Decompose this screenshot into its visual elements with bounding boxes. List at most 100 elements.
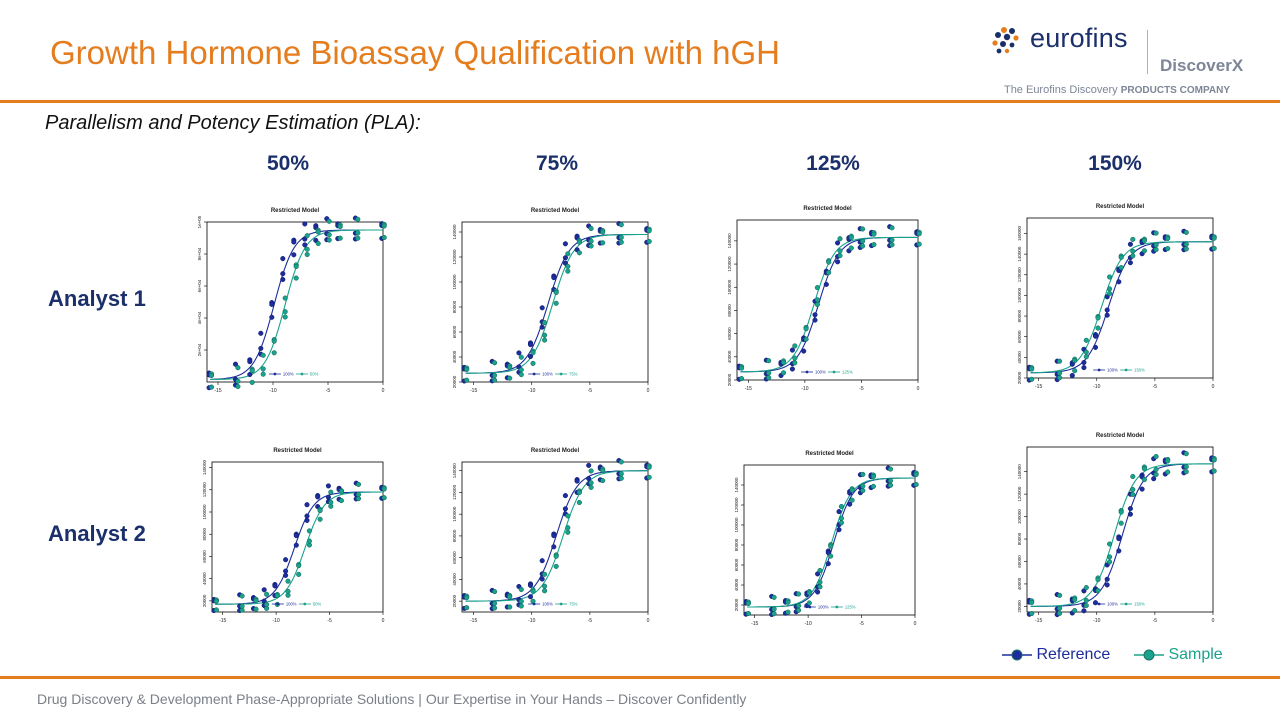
sample-point — [600, 240, 606, 246]
y-tick-label: 140000 — [727, 233, 732, 249]
sample-point — [1130, 486, 1136, 493]
chart-title: Restricted Model — [531, 208, 580, 214]
y-tick-label: 60000 — [1017, 330, 1022, 343]
sample-point — [646, 228, 652, 234]
sample-point — [1165, 235, 1171, 242]
y-tick-label: 40000 — [452, 573, 457, 586]
y-tick-label: 60000 — [727, 327, 732, 340]
section-subtitle: Parallelism and Potency Estimation (PLA)… — [45, 112, 421, 134]
reference-point — [835, 240, 841, 246]
reference-curve — [215, 491, 383, 605]
y-tick-label: 40000 — [1017, 577, 1022, 590]
y-tick-label: 60000 — [452, 325, 457, 338]
sample-point — [837, 236, 843, 242]
reference-point — [562, 255, 568, 261]
chart-title: Restricted Model — [271, 208, 320, 214]
reference-point — [1151, 476, 1157, 482]
sample-point — [492, 377, 498, 383]
mini-legend-sample-label: 150% — [1134, 602, 1145, 607]
sample-point — [745, 600, 751, 607]
reference-point — [258, 330, 264, 336]
mini-legend-ref-label: 100% — [283, 372, 294, 377]
x-tick-label: -5 — [327, 618, 332, 624]
chart-panel-analyst1-50: Restricted Model -15 -10 -5 0 2e+04 4e+04 6e+04… — [197, 208, 387, 394]
sample-point — [870, 483, 876, 489]
y-tick-label: 40000 — [202, 572, 207, 585]
reference-point — [836, 527, 842, 533]
x-tick-label: -15 — [1035, 384, 1042, 390]
legend-reference: Reference — [1002, 646, 1110, 664]
sample-point — [542, 332, 548, 338]
mini-legend-sample-label: 75% — [569, 372, 578, 377]
y-tick-label: 120000 — [202, 482, 207, 498]
sample-point — [838, 520, 844, 526]
sample-point — [913, 481, 919, 488]
x-tick-label: 0 — [382, 618, 385, 624]
sample-point — [618, 234, 624, 240]
sample-point — [1107, 541, 1113, 547]
sample-point — [1029, 366, 1035, 372]
y-tick-label: 6e+04 — [197, 279, 202, 292]
sample-point — [1057, 605, 1063, 611]
column-label-150: 150% — [1088, 152, 1142, 175]
reference-point — [232, 361, 239, 367]
sample-point — [588, 243, 594, 249]
sample-point — [1029, 610, 1035, 617]
sample-point — [1057, 375, 1063, 381]
reference-point — [272, 583, 278, 589]
sample-point — [235, 365, 241, 371]
reference-point — [261, 598, 267, 604]
sample-point — [264, 601, 270, 608]
reference-point — [283, 572, 289, 578]
sample-point — [1118, 520, 1124, 526]
sample-point — [889, 237, 895, 243]
x-tick-label: 0 — [647, 388, 650, 394]
sample-point — [239, 593, 245, 599]
reference-point — [539, 324, 545, 330]
chart-title: Restricted Model — [803, 206, 852, 212]
sample-point — [806, 600, 812, 606]
sample-point — [588, 480, 594, 486]
sample-point — [518, 372, 524, 378]
sample-point — [293, 275, 299, 281]
sample-point — [576, 250, 582, 256]
sample-point — [542, 320, 548, 326]
sample-point — [1107, 559, 1113, 565]
y-tick-label: 20000 — [734, 598, 739, 611]
sample-point — [492, 600, 498, 606]
sample-point — [565, 251, 571, 257]
sample-point — [916, 241, 922, 247]
reference-point — [1104, 582, 1110, 588]
reference-point — [789, 366, 795, 372]
sample-point — [871, 242, 877, 248]
sample-point — [588, 468, 594, 474]
sample-point — [849, 487, 855, 493]
reference-point — [283, 557, 289, 563]
sample-point — [1057, 370, 1063, 376]
x-tick-label: -10 — [528, 618, 535, 624]
sample-point — [792, 360, 798, 366]
mini-legend-sample-dot — [1124, 368, 1128, 372]
mini-legend-ref-label: 100% — [815, 370, 826, 375]
y-tick-label: 60000 — [734, 558, 739, 571]
sample-point — [780, 370, 787, 376]
reference-point — [801, 348, 807, 354]
sample-point — [296, 571, 302, 577]
x-tick-label: -5 — [588, 388, 593, 394]
sample-point — [1083, 597, 1089, 604]
reference-point — [812, 317, 818, 323]
sample-point — [239, 603, 245, 609]
sample-point — [817, 584, 823, 590]
reference-point — [516, 350, 522, 356]
reference-point — [247, 359, 253, 365]
sample-point — [274, 593, 280, 599]
y-tick-label: 120000 — [727, 256, 732, 272]
sample-point — [326, 232, 332, 238]
sample-point — [464, 595, 470, 601]
eurofins-logo: eurofins DiscoverX The Eurofins Discover… — [990, 23, 1243, 100]
sample-point — [260, 371, 266, 377]
reference-point — [1127, 506, 1133, 512]
plot-frame — [211, 461, 384, 613]
sample-point — [887, 482, 894, 488]
sample-point — [1118, 265, 1124, 271]
